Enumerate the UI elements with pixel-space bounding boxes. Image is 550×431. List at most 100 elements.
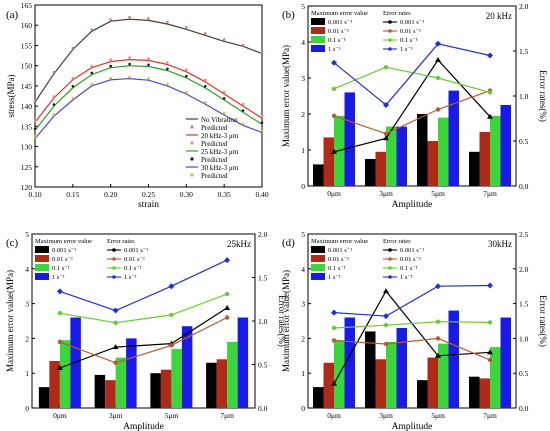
y2-axis-label-c: Error rates(%) [277, 295, 287, 347]
rate-point-b [331, 113, 337, 119]
rate-point-c [169, 343, 174, 348]
bar-c [38, 387, 50, 408]
legend-label-a: 20 kHz-3 μm [201, 132, 239, 140]
data-point-a [52, 103, 56, 106]
data-point-a [33, 127, 37, 131]
y2-tick-label-d: 1.5 [519, 300, 529, 309]
legend-bar-title-d: Maximum error value [311, 238, 368, 245]
bar-d [344, 317, 355, 408]
data-point-a [52, 70, 56, 74]
legend-bar-swatch-d [311, 255, 325, 262]
bar-b [427, 141, 438, 186]
legend-bar-label-b: 0.1 s⁻¹ [328, 37, 346, 44]
data-point-a [128, 75, 131, 79]
data-point-a [222, 97, 226, 100]
y-tick-label-d: 0 [301, 404, 305, 413]
y2-tick-label-b: 2.0 [519, 2, 529, 11]
legend-swatch-a [190, 125, 194, 129]
frequency-label-c: 25kHz [227, 239, 251, 249]
rate-point-c [57, 339, 63, 345]
rate-point-d [331, 338, 337, 343]
data-point-a [222, 38, 226, 41]
x-tick-label-a: 0.20 [104, 190, 117, 199]
x-tick-label-d: 0μm [327, 411, 341, 420]
legend-line-marker-d [388, 248, 392, 252]
panel-label-c: (c) [6, 237, 19, 249]
bar-b [386, 126, 397, 186]
data-point-a [128, 15, 131, 19]
bar-b [479, 132, 490, 186]
legend-label-a: Predicted [201, 172, 228, 180]
data-point-a [90, 64, 94, 68]
rate-point-d [383, 341, 389, 347]
y-tick-label-b: 5 [301, 2, 305, 11]
bar-b [313, 164, 324, 186]
rate-line-b [333, 43, 491, 106]
x-axis-label-a: strain [138, 200, 159, 210]
rate-point-c [112, 307, 119, 314]
rate-point-b [435, 40, 441, 47]
data-point-a [33, 98, 37, 102]
bar-d [469, 376, 480, 408]
data-point-a [109, 76, 112, 80]
y2-tick-label-c: 0.5 [258, 361, 268, 370]
data-point-a [185, 25, 188, 29]
legend-bar-title-b: Maximum error value [311, 10, 368, 17]
bar-d [323, 362, 334, 408]
rate-point-c [113, 360, 118, 365]
plot-frame-d [307, 233, 517, 409]
legend-line-label-b: 0.01 s⁻¹ [400, 28, 421, 35]
data-point-a [71, 97, 75, 100]
legend-label-a: No Vibration [201, 116, 238, 124]
y-tick-label-b: 3 [301, 74, 305, 83]
rate-line-d [333, 284, 491, 317]
data-point-a [222, 90, 226, 94]
y-tick-label-a: 145 [21, 82, 33, 91]
series-line-a [34, 65, 263, 131]
legend-bar-label-b: 1 s⁻¹ [328, 46, 341, 53]
y2-tick-label-d: 2.5 [519, 230, 529, 239]
data-point-a [52, 95, 56, 98]
rate-point-b [331, 86, 337, 92]
data-point-a [109, 58, 112, 61]
x-tick-label-d: 3μm [379, 411, 393, 420]
legend-line-marker-c [112, 248, 116, 252]
legend-line-label-d: 0.1 s⁻¹ [400, 265, 418, 272]
legend-label-a: 30 kHz-3 μm [201, 164, 239, 172]
rate-point-d [435, 352, 441, 358]
y-tick-label-d: 4 [301, 265, 305, 274]
legend-bar-swatch-b [311, 18, 325, 25]
data-point-a [260, 129, 264, 133]
legend-bar-swatch-b [311, 45, 325, 52]
bar-d [438, 343, 449, 408]
bar-b [417, 114, 428, 186]
legend-label-a: Predicted [201, 140, 228, 148]
rate-point-b [331, 59, 337, 66]
rate-point-b [331, 148, 337, 154]
x-axis-label-d: Amplitude [392, 422, 433, 431]
y-tick-label-c: 1 [25, 369, 29, 378]
rate-point-c [56, 364, 63, 370]
series-line-a [34, 77, 263, 139]
y-tick-label-c: 4 [25, 265, 29, 274]
rate-point-c [168, 283, 175, 290]
data-point-a [90, 82, 94, 86]
legend-bar-swatch-c [35, 255, 49, 262]
y-tick-label-c: 3 [25, 300, 29, 309]
y-axis-label-a: stress(MPa) [6, 75, 16, 118]
y-tick-label-d: 2 [301, 334, 305, 343]
legend-line-marker-c [112, 266, 116, 270]
rate-point-b [487, 113, 493, 119]
x-tick-label-b: 7μm [483, 189, 497, 198]
legend-bar-swatch-b [311, 27, 325, 34]
rate-line-d [333, 337, 491, 361]
bar-b [365, 159, 376, 186]
data-point-a [260, 121, 264, 124]
rate-line-d [333, 321, 491, 329]
bar-c [227, 341, 238, 408]
bar-c [237, 317, 249, 408]
y-tick-label-d: 3 [301, 300, 305, 309]
x-tick-label-c: 0μm [53, 411, 67, 420]
y-tick-label-a: 155 [21, 41, 33, 50]
data-point-a [260, 51, 264, 54]
